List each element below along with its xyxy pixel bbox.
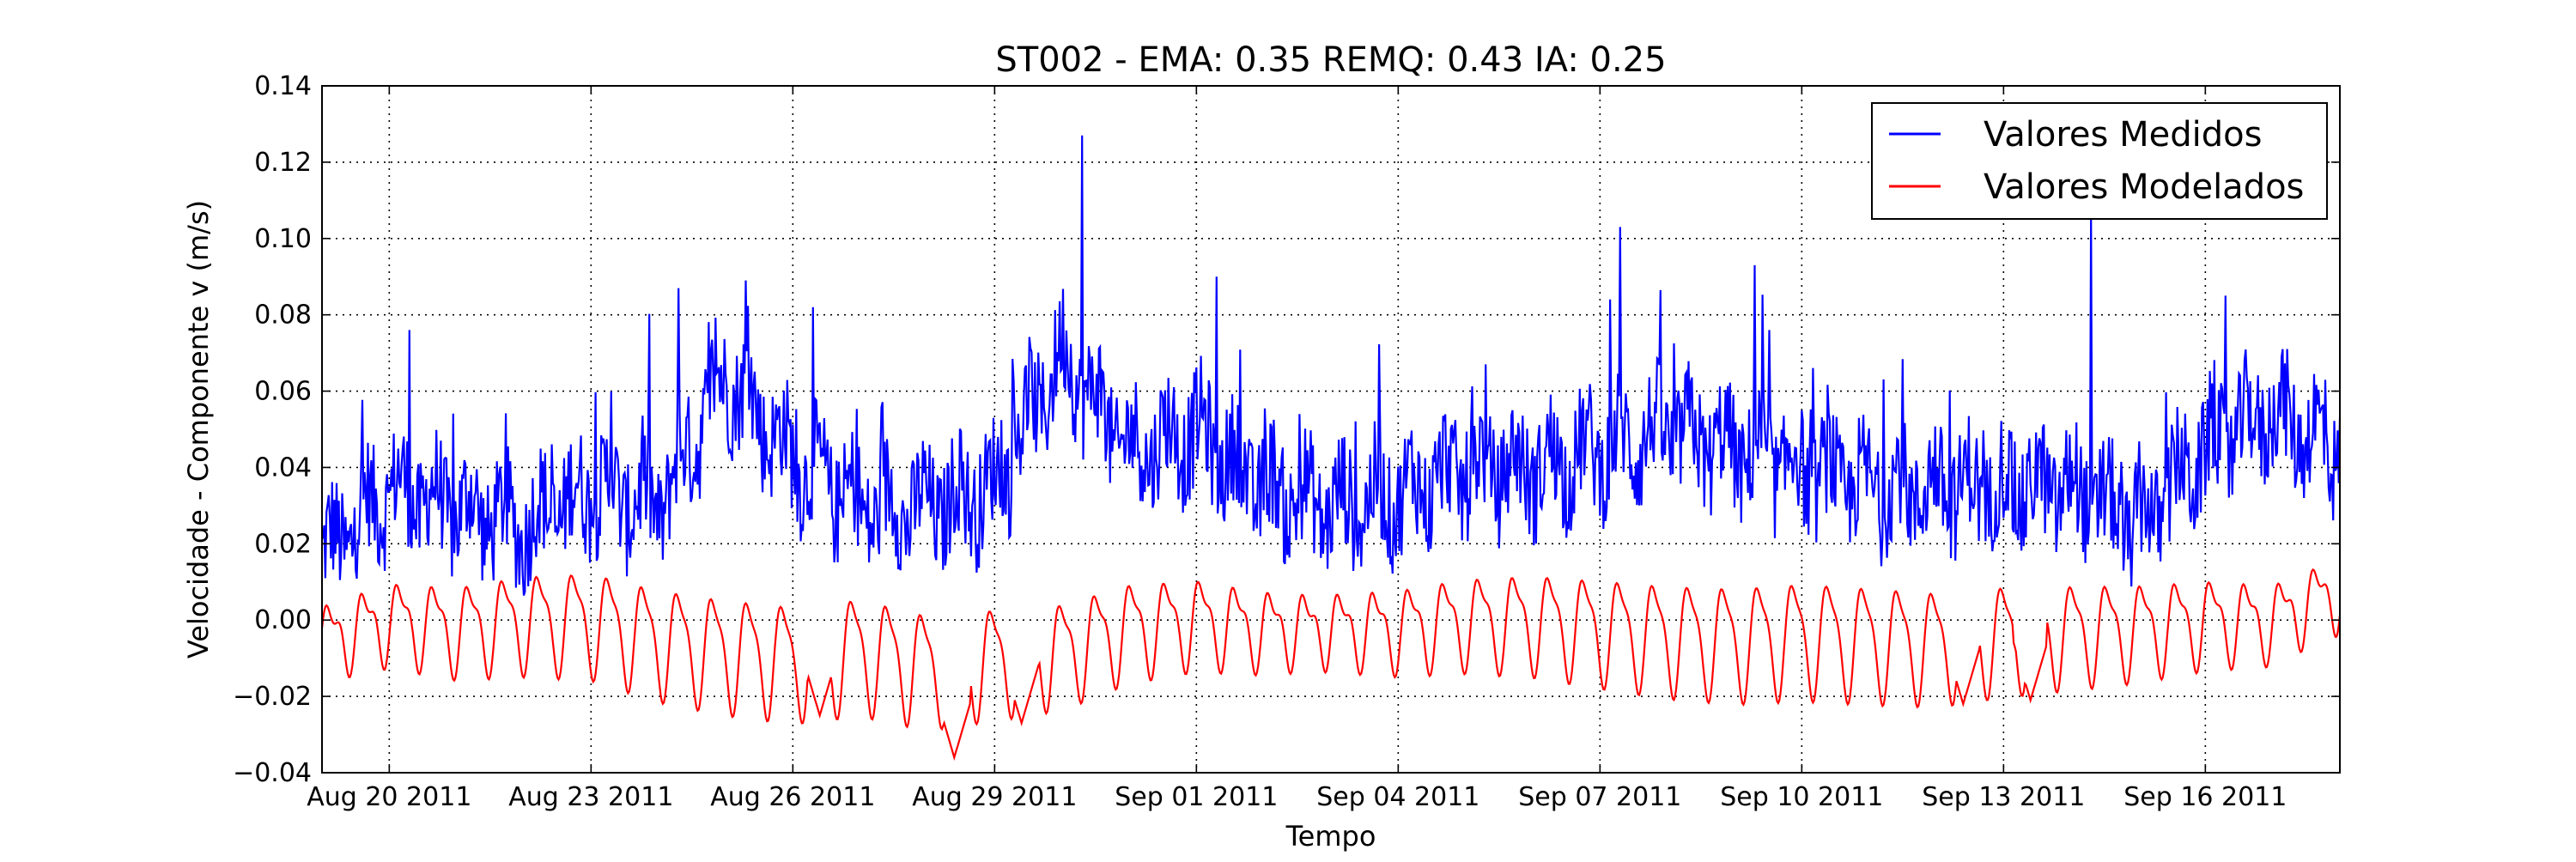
axis-ticks: −0.04 −0.02 0.00 0.02 0.04 0.06 0.08 0.10 0.12 0.… (233, 71, 2340, 812)
y-tick-label: 0.12 (254, 148, 312, 178)
y-tick-label: 0.06 (254, 377, 312, 407)
chart-title: ST002 - EMA: 0.35 REMQ: 0.43 IA: 0.25 (995, 40, 1666, 80)
x-tick-label: Sep 10 2011 (1720, 782, 1883, 812)
legend-label-medidos: Valores Medidos (1984, 115, 2262, 155)
legend: Valores Medidos Valores Modelados (1871, 102, 2328, 220)
x-tick-label: Sep 16 2011 (2123, 782, 2287, 812)
x-tick-label: Sep 13 2011 (1922, 782, 2085, 812)
y-tick-label: 0.00 (254, 605, 312, 635)
legend-box (1871, 102, 2328, 220)
series-line-medidos (320, 135, 2342, 596)
y-tick-label: 0.08 (254, 300, 312, 331)
x-tick-label: Sep 07 2011 (1518, 782, 1681, 812)
y-tick-label: 0.10 (254, 224, 312, 254)
x-axis-label: Tempo (1285, 820, 1376, 853)
y-tick-label: 0.04 (254, 452, 312, 483)
x-tick-label: Aug 26 2011 (710, 782, 875, 812)
y-tick-label: 0.14 (254, 71, 312, 101)
legend-label-modelados: Valores Modelados (1984, 167, 2304, 207)
x-tick-label: Aug 20 2011 (307, 782, 471, 812)
y-axis-label: Velocidade - Componente v (m/s) (182, 200, 215, 659)
series-line-modelados (320, 568, 2342, 762)
y-tick-label: −0.04 (233, 758, 312, 788)
x-tick-label: Aug 29 2011 (912, 782, 1077, 812)
y-tick-label: 0.02 (254, 529, 312, 559)
plot-area-frame (321, 85, 2341, 774)
x-tick-label: Sep 01 2011 (1115, 782, 1278, 812)
y-tick-label: −0.02 (233, 682, 312, 712)
series-lines (320, 135, 2342, 762)
x-tick-label: Sep 04 2011 (1316, 782, 1479, 812)
x-tick-label: Aug 23 2011 (508, 782, 673, 812)
